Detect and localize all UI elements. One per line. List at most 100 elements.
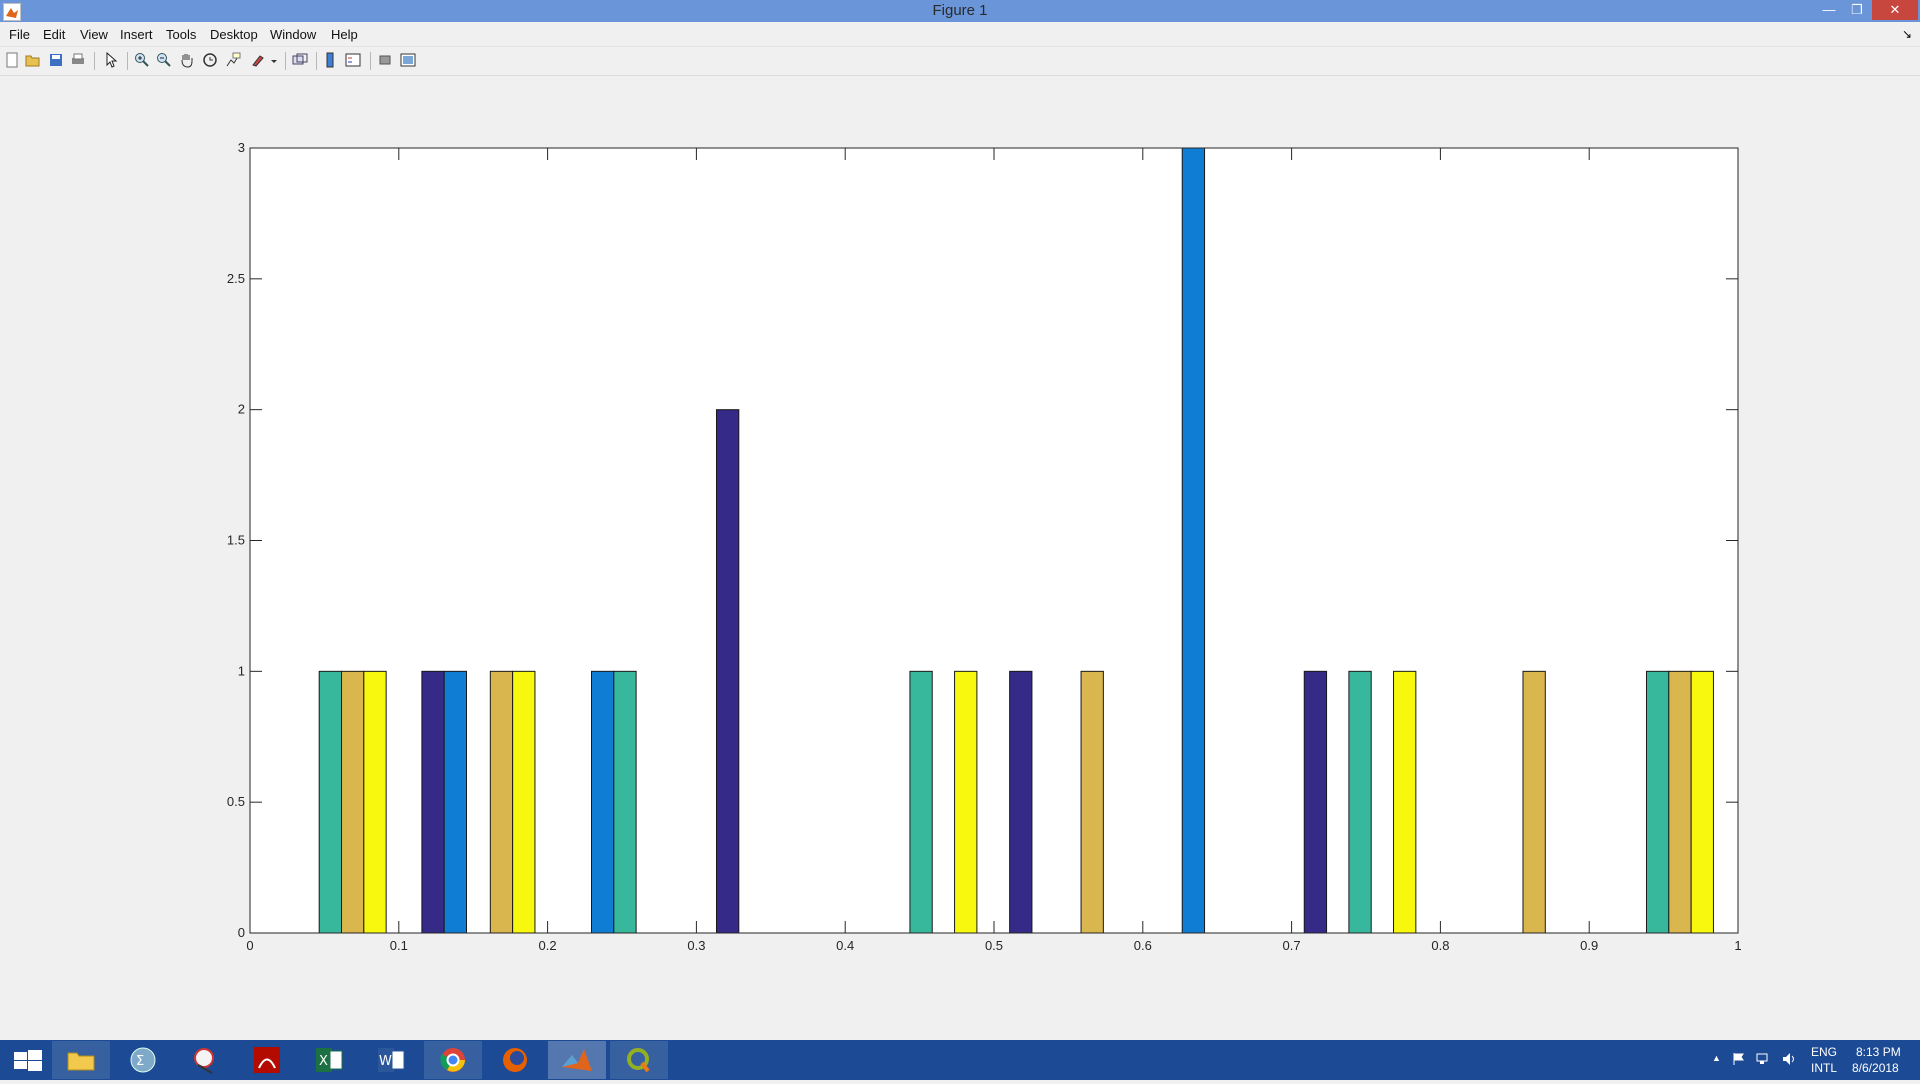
menu-insert[interactable]: Insert — [120, 27, 153, 42]
bar — [590, 670, 615, 934]
keyboard-layout-indicator[interactable]: INTL — [1811, 1061, 1838, 1075]
window-title: Figure 1 — [932, 2, 988, 19]
chrome-icon[interactable] — [424, 1041, 482, 1079]
bar — [1080, 670, 1104, 934]
toolbar-separator — [370, 52, 371, 70]
bar — [318, 670, 343, 934]
close-button[interactable]: ✕ — [1872, 0, 1918, 20]
snipping-tool-icon[interactable] — [176, 1041, 234, 1079]
hide-plot-tools-icon[interactable] — [377, 52, 393, 68]
acrobat-reader-icon[interactable] — [238, 1041, 296, 1079]
open-file-icon[interactable] — [25, 52, 41, 68]
menu-window[interactable]: Window — [270, 27, 317, 42]
brush-dropdown-icon[interactable] — [270, 52, 278, 68]
menu-file[interactable]: File — [9, 27, 30, 42]
file-explorer-icon[interactable] — [52, 1041, 110, 1079]
clock-time[interactable]: 8:13 PM — [1856, 1045, 1901, 1059]
zoom-in-icon[interactable] — [134, 52, 150, 68]
rotate-3d-icon[interactable] — [202, 52, 218, 68]
menu-tools[interactable]: Tools — [166, 27, 197, 42]
brush-icon[interactable] — [250, 52, 266, 68]
menu-desktop[interactable]: Desktop — [210, 27, 258, 42]
data-cursor-icon[interactable] — [225, 52, 241, 68]
y-tick-label: 1.5 — [227, 533, 245, 548]
menu-edit[interactable]: Edit — [43, 27, 66, 42]
bar — [715, 409, 740, 934]
bar — [341, 670, 365, 934]
toolbar-separator — [94, 52, 95, 70]
minimize-button[interactable]: — — [1822, 2, 1836, 17]
axes-background — [250, 148, 1738, 933]
action-center-flag-icon[interactable] — [1732, 1052, 1746, 1069]
bar-chart[interactable]: 0 0.1 0.2 0.3 0.4 0.5 0.6 0.7 0.8 0.9 1 0 0.5 1 1.5 2 2.… — [0, 76, 1920, 1040]
y-tick-label: 2.5 — [227, 271, 245, 286]
x-tick-label: 0.8 — [1431, 938, 1449, 953]
clock-date[interactable]: 8/6/2018 — [1852, 1061, 1899, 1075]
x-tick-label: 1 — [1734, 938, 1741, 953]
network-icon[interactable] — [1756, 1052, 1772, 1069]
edit-plot-pointer-icon[interactable] — [103, 51, 119, 68]
dock-figure-arrow-icon[interactable]: ↘ — [1901, 27, 1912, 41]
x-tick-label: 0.5 — [985, 938, 1003, 953]
qgis-icon[interactable] — [610, 1041, 668, 1079]
y-tick-label: 1 — [238, 663, 245, 678]
menu-bar: File Edit View Insert Tools Desktop Wind… — [0, 23, 1920, 47]
x-tick-label: 0.1 — [390, 938, 408, 953]
bar — [1668, 670, 1692, 934]
svg-text:X: X — [319, 1054, 328, 1069]
language-indicator[interactable]: ENG — [1811, 1045, 1838, 1059]
new-figure-icon[interactable] — [4, 52, 20, 68]
bar — [512, 670, 536, 934]
bar — [1348, 670, 1372, 934]
save-icon[interactable] — [48, 52, 64, 68]
insert-colorbar-icon[interactable] — [322, 52, 338, 68]
show-hidden-icons-icon[interactable]: ▲ — [1712, 1053, 1721, 1063]
word-icon[interactable]: W — [362, 1041, 420, 1079]
bar — [489, 670, 514, 934]
bar — [1009, 670, 1033, 934]
link-plot-icon[interactable] — [292, 52, 308, 68]
restore-button[interactable]: ❐ — [1851, 2, 1863, 17]
figure-canvas: 0 0.1 0.2 0.3 0.4 0.5 0.6 0.7 0.8 0.9 1 0 0.5 1 1.5 2 2.… — [0, 76, 1920, 1040]
x-tick-label: 0.4 — [836, 938, 854, 953]
start-icon[interactable] — [0, 1041, 58, 1079]
bar — [1393, 670, 1417, 934]
y-tick-label: 0.5 — [227, 794, 245, 809]
menu-view[interactable]: View — [80, 27, 108, 42]
calculator-app-icon[interactable]: Σ — [114, 1041, 172, 1079]
matlab-icon[interactable] — [548, 1041, 606, 1079]
toolbar-separator — [316, 52, 317, 70]
matlab-figure-icon — [3, 3, 21, 21]
bar — [443, 670, 468, 934]
volume-icon[interactable] — [1782, 1052, 1798, 1069]
bar — [954, 670, 978, 934]
x-tick-label: 0.7 — [1283, 938, 1301, 953]
x-tick-label: 0.2 — [539, 938, 557, 953]
y-tick-label: 2 — [238, 402, 245, 417]
x-tick-label: 0 — [246, 938, 253, 953]
x-tick-label: 0.9 — [1580, 938, 1598, 953]
bar — [363, 670, 387, 934]
y-tick-label: 3 — [238, 140, 245, 155]
bar — [1303, 670, 1328, 934]
figure-toolbar — [0, 47, 1920, 76]
zoom-out-icon[interactable] — [156, 52, 172, 68]
bar — [1690, 670, 1714, 934]
title-bar: Figure 1 — ❐ ✕ — [0, 0, 1920, 22]
excel-icon[interactable]: X — [300, 1041, 358, 1079]
y-tick-label: 0 — [238, 925, 245, 940]
svg-text:Σ: Σ — [136, 1054, 144, 1069]
x-tick-label: 0.6 — [1134, 938, 1152, 953]
bar — [1522, 670, 1546, 934]
bar — [613, 670, 637, 934]
toolbar-separator — [127, 52, 128, 70]
print-icon[interactable] — [70, 52, 86, 68]
show-plot-tools-icon[interactable] — [400, 52, 416, 68]
x-tick-label: 0.3 — [687, 938, 705, 953]
svg-text:W: W — [379, 1054, 392, 1069]
toolbar-separator — [285, 52, 286, 70]
insert-legend-icon[interactable] — [345, 52, 361, 68]
firefox-icon[interactable] — [486, 1041, 544, 1079]
pan-hand-icon[interactable] — [179, 52, 195, 68]
menu-help[interactable]: Help — [331, 27, 358, 42]
